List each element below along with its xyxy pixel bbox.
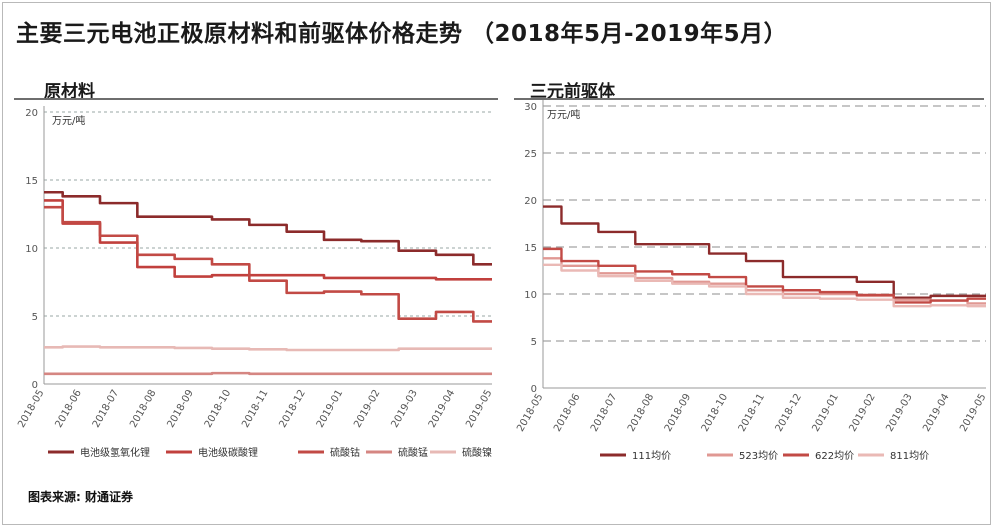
x-tick-label: 2019-04	[921, 392, 951, 434]
series-line	[543, 257, 986, 305]
series-line	[543, 247, 986, 304]
legend-label: 523均价	[739, 450, 778, 462]
x-tick-label: 2018-10	[700, 392, 730, 434]
y-tick-label: 5	[32, 312, 38, 323]
x-tick-label: 2018-09	[663, 392, 693, 434]
y-tick-label: 15	[524, 243, 537, 254]
legend-label: 111均价	[632, 450, 671, 462]
unit-label: 万元/吨	[547, 108, 580, 121]
legend-label: 622均价	[815, 450, 854, 462]
x-tick-label: 2019-01	[315, 388, 345, 430]
right-panel-title: 三元前驱体	[530, 82, 615, 102]
unit-label: 万元/吨	[52, 114, 85, 127]
source-note: 图表来源: 财通证券	[28, 490, 133, 504]
y-tick-label: 0	[531, 384, 537, 395]
x-tick-label: 2018-09	[166, 388, 196, 430]
legend-label: 硫酸锰	[398, 446, 428, 459]
x-tick-label: 2019-03	[884, 392, 914, 434]
y-tick-label: 25	[524, 149, 537, 160]
x-tick-label: 2019-05	[958, 392, 988, 434]
right-panel-underline	[514, 98, 984, 100]
x-tick-label: 2018-11	[737, 392, 767, 434]
x-tick-label: 2019-03	[390, 388, 420, 430]
legend-label: 811均价	[890, 450, 929, 462]
series-line	[44, 345, 492, 352]
left-panel-underline	[14, 98, 498, 100]
y-tick-label: 15	[25, 176, 38, 187]
x-tick-label: 2019-04	[427, 388, 457, 430]
y-tick-label: 10	[25, 244, 38, 255]
x-tick-label: 2018-05	[515, 392, 545, 434]
x-tick-label: 2018-11	[240, 388, 270, 430]
y-tick-label: 0	[32, 380, 38, 391]
series-line	[543, 205, 986, 299]
x-tick-label: 2018-06	[54, 388, 84, 430]
series-line	[543, 263, 986, 308]
x-tick-label: 2019-05	[464, 388, 494, 430]
series-line	[44, 371, 492, 376]
x-tick-label: 2018-12	[278, 388, 308, 430]
series-line	[44, 205, 492, 323]
x-tick-label: 2018-07	[589, 392, 619, 434]
y-tick-label: 20	[524, 196, 537, 207]
y-tick-label: 30	[524, 102, 537, 113]
x-tick-label: 2018-08	[128, 388, 158, 430]
x-tick-label: 2018-10	[203, 388, 233, 430]
legend-label: 硫酸钴	[330, 446, 360, 459]
figure-title: 主要三元电池正极原材料和前驱体价格走势 （2018年5月-2019年5月）	[16, 21, 788, 47]
x-tick-label: 2018-08	[626, 392, 656, 434]
x-tick-label: 2019-01	[811, 392, 841, 434]
x-tick-label: 2018-07	[91, 388, 121, 430]
legend-label: 电池级碳酸锂	[198, 446, 258, 459]
y-tick-label: 5	[531, 337, 537, 348]
x-tick-label: 2018-12	[774, 392, 804, 434]
x-tick-label: 2019-02	[352, 388, 382, 430]
legend-label: 硫酸镍	[462, 446, 492, 459]
series-line	[44, 190, 492, 266]
x-tick-label: 2018-06	[552, 392, 582, 434]
x-tick-label: 2018-05	[16, 388, 46, 430]
left-panel-title: 原材料	[44, 82, 95, 102]
series-line	[44, 199, 492, 281]
legend-label: 电池级氢氧化锂	[80, 446, 150, 459]
y-tick-label: 10	[524, 290, 537, 301]
x-tick-label: 2019-02	[847, 392, 877, 434]
y-tick-label: 20	[25, 108, 38, 119]
